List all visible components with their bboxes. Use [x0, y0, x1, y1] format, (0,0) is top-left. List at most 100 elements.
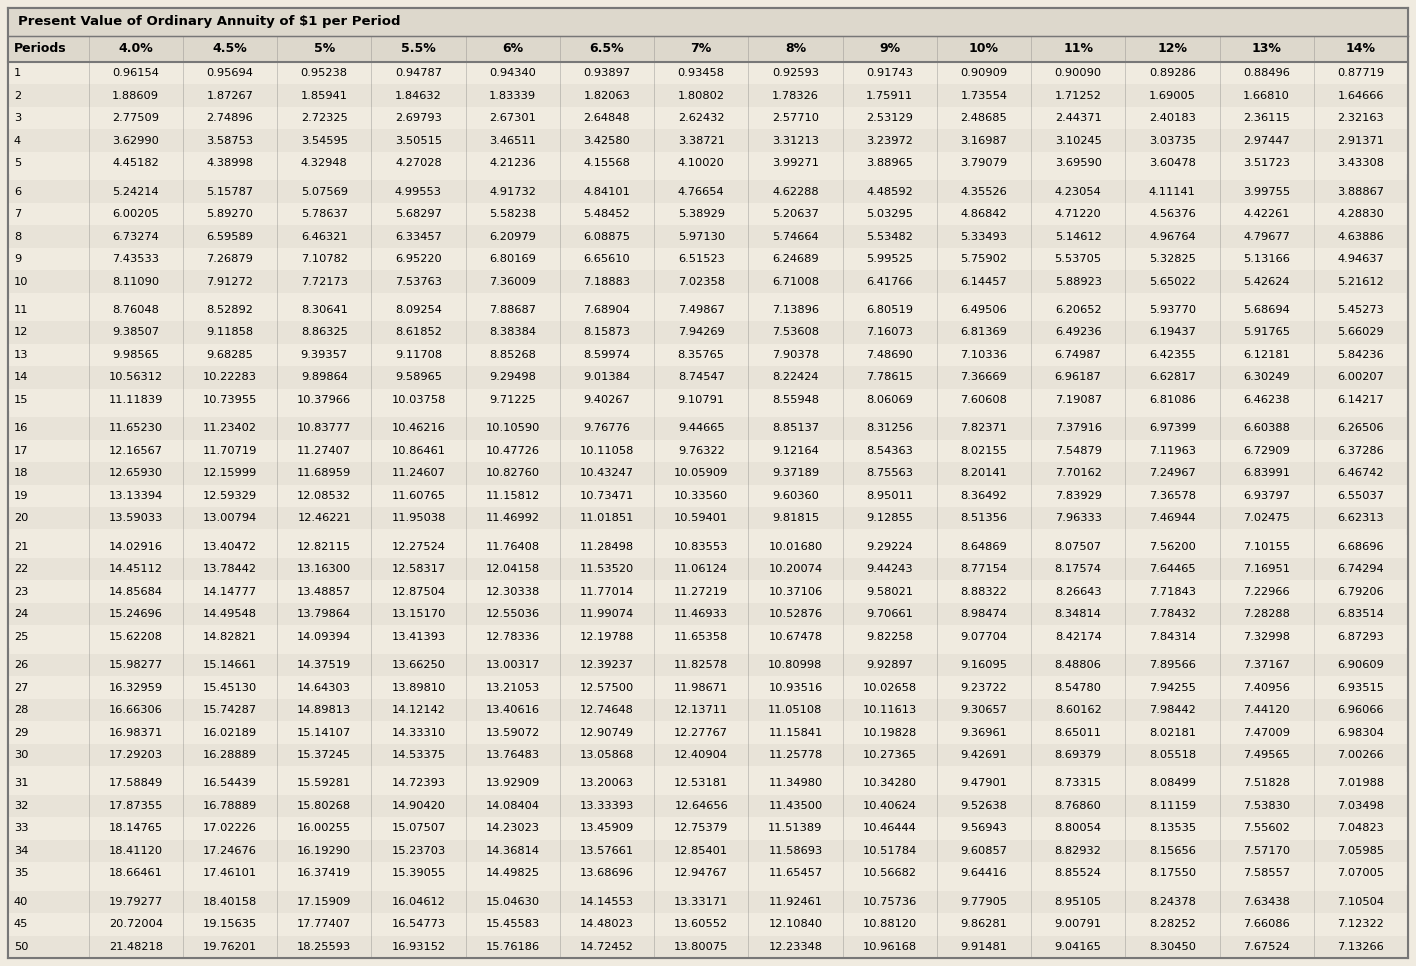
- Text: 9.36961: 9.36961: [960, 727, 1007, 737]
- Text: 3.62990: 3.62990: [112, 135, 159, 146]
- Text: 2.48685: 2.48685: [960, 113, 1007, 124]
- Text: 1.88609: 1.88609: [112, 91, 159, 100]
- Text: 7.40956: 7.40956: [1243, 683, 1290, 693]
- Text: 6.55037: 6.55037: [1337, 491, 1385, 500]
- Text: 13.41393: 13.41393: [391, 632, 446, 641]
- Text: 8.59974: 8.59974: [583, 350, 630, 360]
- Text: 1.64666: 1.64666: [1338, 91, 1383, 100]
- Text: 3.58753: 3.58753: [207, 135, 253, 146]
- Text: 4.32948: 4.32948: [300, 158, 347, 168]
- Text: 15.45583: 15.45583: [486, 920, 539, 929]
- Text: Periods: Periods: [14, 43, 67, 55]
- Text: 12.10840: 12.10840: [769, 920, 823, 929]
- Text: 19.15635: 19.15635: [202, 920, 258, 929]
- Text: 14.90420: 14.90420: [391, 801, 446, 810]
- Text: 35: 35: [14, 868, 28, 878]
- Text: 11.95038: 11.95038: [391, 513, 446, 524]
- Text: 8.24378: 8.24378: [1148, 896, 1197, 907]
- Text: 8.86325: 8.86325: [300, 327, 348, 337]
- Text: 8.36492: 8.36492: [960, 491, 1007, 500]
- Text: 13.89810: 13.89810: [391, 683, 446, 693]
- Text: 7.91272: 7.91272: [207, 276, 253, 287]
- Text: 9.47901: 9.47901: [960, 779, 1007, 788]
- Bar: [8, 722, 1408, 744]
- Text: 13.20063: 13.20063: [581, 779, 634, 788]
- Text: 5.33493: 5.33493: [960, 232, 1007, 242]
- Text: 0.95694: 0.95694: [207, 69, 253, 78]
- Text: 7.82371: 7.82371: [960, 423, 1007, 434]
- Text: 13%: 13%: [1252, 43, 1281, 55]
- Text: 15.37245: 15.37245: [297, 750, 351, 760]
- Text: 9.70661: 9.70661: [867, 610, 913, 619]
- Text: 27: 27: [14, 683, 28, 693]
- Text: 12.13711: 12.13711: [674, 705, 728, 715]
- Text: 12.27767: 12.27767: [674, 727, 728, 737]
- Text: 3.03735: 3.03735: [1148, 135, 1197, 146]
- Text: 11.92461: 11.92461: [769, 896, 823, 907]
- Text: 7.26879: 7.26879: [207, 254, 253, 264]
- Text: 12.53181: 12.53181: [674, 779, 728, 788]
- Text: 10.40624: 10.40624: [862, 801, 916, 810]
- Text: 10.01680: 10.01680: [769, 542, 823, 552]
- Bar: [8, 817, 1408, 839]
- Text: 0.89286: 0.89286: [1148, 69, 1197, 78]
- Text: 3.50515: 3.50515: [395, 135, 442, 146]
- Text: 17.46101: 17.46101: [202, 868, 258, 878]
- Text: 1.73554: 1.73554: [960, 91, 1007, 100]
- Text: 4.91732: 4.91732: [490, 186, 537, 197]
- Text: 5.42624: 5.42624: [1243, 276, 1290, 287]
- Text: 9.30657: 9.30657: [960, 705, 1007, 715]
- Text: 8.95105: 8.95105: [1055, 896, 1102, 907]
- Text: 13.33393: 13.33393: [579, 801, 634, 810]
- Text: 8.51356: 8.51356: [960, 513, 1007, 524]
- Text: 10.10590: 10.10590: [486, 423, 539, 434]
- Text: 15.45130: 15.45130: [202, 683, 258, 693]
- Bar: [8, 581, 1408, 603]
- Text: 0.90909: 0.90909: [960, 69, 1007, 78]
- Text: 12.15999: 12.15999: [202, 469, 258, 478]
- Text: 9.71225: 9.71225: [490, 395, 537, 405]
- Text: 13.59033: 13.59033: [109, 513, 163, 524]
- Text: 16.78889: 16.78889: [202, 801, 258, 810]
- Text: 3.31213: 3.31213: [772, 135, 818, 146]
- Text: 7.44120: 7.44120: [1243, 705, 1290, 715]
- Text: 6.46742: 6.46742: [1338, 469, 1383, 478]
- Text: 5.66029: 5.66029: [1338, 327, 1385, 337]
- Text: 7.94255: 7.94255: [1148, 683, 1197, 693]
- Text: 3.38721: 3.38721: [678, 135, 725, 146]
- Text: 8.61852: 8.61852: [395, 327, 442, 337]
- Text: 13.79864: 13.79864: [297, 610, 351, 619]
- Text: 4.45182: 4.45182: [112, 158, 159, 168]
- Text: 4.71220: 4.71220: [1055, 209, 1102, 219]
- Text: 9.56943: 9.56943: [960, 823, 1007, 834]
- Text: 7.63438: 7.63438: [1243, 896, 1290, 907]
- Text: 7.18883: 7.18883: [583, 276, 630, 287]
- Text: 9.07704: 9.07704: [960, 632, 1007, 641]
- Text: 15.74287: 15.74287: [202, 705, 258, 715]
- Text: 2.67301: 2.67301: [490, 113, 537, 124]
- Text: 8.11090: 8.11090: [112, 276, 160, 287]
- Text: 6.79206: 6.79206: [1338, 586, 1385, 597]
- Text: 2.44371: 2.44371: [1055, 113, 1102, 124]
- Text: 6.24689: 6.24689: [772, 254, 818, 264]
- Text: 4.35526: 4.35526: [960, 186, 1007, 197]
- Text: 8: 8: [14, 232, 21, 242]
- Text: 4.21236: 4.21236: [490, 158, 537, 168]
- Text: 21.48218: 21.48218: [109, 942, 163, 952]
- Text: 3.42580: 3.42580: [583, 135, 630, 146]
- Text: 2.69793: 2.69793: [395, 113, 442, 124]
- Text: 7.13266: 7.13266: [1338, 942, 1385, 952]
- Text: 16.32959: 16.32959: [109, 683, 163, 693]
- Text: 9.11858: 9.11858: [207, 327, 253, 337]
- Text: 3.16987: 3.16987: [960, 135, 1007, 146]
- Bar: [8, 36, 1408, 62]
- Bar: [8, 772, 1408, 795]
- Text: 7.88687: 7.88687: [489, 305, 537, 315]
- Text: 14: 14: [14, 373, 28, 383]
- Text: 5.38929: 5.38929: [678, 209, 725, 219]
- Text: 10.19828: 10.19828: [862, 727, 916, 737]
- Text: 5.15787: 5.15787: [207, 186, 253, 197]
- Text: 10.56312: 10.56312: [109, 373, 163, 383]
- Text: 6.87293: 6.87293: [1338, 632, 1385, 641]
- Text: 18.25593: 18.25593: [297, 942, 351, 952]
